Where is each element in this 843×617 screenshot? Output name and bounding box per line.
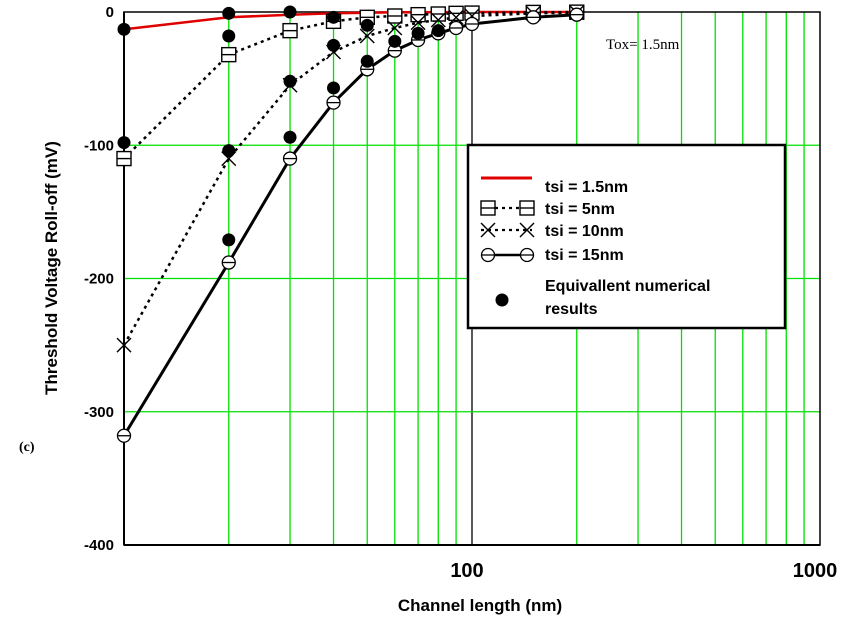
- numerical-point: [117, 22, 131, 36]
- x-tick-labels: 100 1000: [450, 560, 837, 582]
- y-tick-label: -400: [84, 537, 114, 554]
- marker-dot: [327, 38, 341, 52]
- panel-label: (c): [19, 440, 35, 455]
- numerical-point: [283, 74, 297, 88]
- numerical-points: [117, 5, 445, 247]
- series-2-marker: [221, 46, 237, 63]
- numerical-point: [117, 136, 131, 150]
- marker-dot: [283, 74, 297, 88]
- legend-label-numerical-line2: results: [545, 301, 598, 318]
- marker-dot: [431, 24, 445, 38]
- series-3-marker: [116, 337, 132, 353]
- series-4-marker: [464, 16, 480, 32]
- numerical-point: [222, 233, 236, 247]
- marker-x-stroke: [480, 222, 496, 238]
- marker-dot: [411, 26, 425, 40]
- series-2-marker: [430, 6, 446, 22]
- marker-dot: [222, 144, 236, 158]
- series-3-marker: [448, 9, 464, 25]
- series-2-marker: [282, 22, 298, 39]
- series-4-marker: [282, 151, 298, 166]
- numerical-point: [222, 29, 236, 43]
- y-tick-label: -100: [84, 137, 114, 154]
- legend-sample-marker: [495, 293, 509, 307]
- y-tick-label: -300: [84, 404, 114, 421]
- legend-sample-marker: [519, 222, 535, 238]
- marker-dot: [495, 293, 509, 307]
- legend: tsi = 1.5nm tsi = 5nm tsi = 10nm tsi = 1…: [466, 143, 787, 330]
- marker-x-stroke: [387, 20, 403, 36]
- marker-dot: [283, 5, 297, 19]
- numerical-point: [388, 34, 402, 48]
- legend-sample-marker: [480, 247, 496, 263]
- marker-x-stroke: [410, 15, 426, 31]
- series-line-2: [123, 10, 577, 160]
- legend-sample-marker: [480, 222, 496, 238]
- marker-dot: [222, 6, 236, 20]
- y-axis-label: Threshold Voltage Roll-off (mV): [42, 141, 61, 395]
- numerical-point: [360, 54, 374, 68]
- series-4-marker: [526, 10, 541, 25]
- marker-dot: [222, 233, 236, 247]
- marker-x-stroke: [519, 222, 535, 238]
- annotation-tox: Tox= 1.5nm: [606, 37, 680, 53]
- legend-sample-marker: [519, 247, 535, 263]
- numerical-point: [360, 18, 374, 32]
- series-2-marker: [410, 6, 426, 23]
- marker-dot: [117, 136, 131, 150]
- numerical-point: [222, 144, 236, 158]
- marker-x-stroke: [359, 28, 375, 44]
- curves: [122, 10, 577, 437]
- series-3-marker: [410, 15, 426, 31]
- numerical-point: [283, 130, 297, 144]
- series-3-marker: [387, 20, 403, 36]
- legend-box: [466, 143, 787, 330]
- marker-x-stroke: [430, 12, 446, 28]
- marker-dot: [360, 54, 374, 68]
- numerical-point: [431, 24, 445, 38]
- x-tick-label: 100: [450, 560, 483, 582]
- numerical-point: [411, 26, 425, 40]
- y-tick-label: 0: [106, 4, 114, 21]
- marker-x-stroke: [448, 9, 464, 25]
- series-3-marker: [430, 12, 446, 28]
- series-4-marker: [116, 428, 132, 443]
- legend-label-tsi-10: tsi = 10nm: [545, 223, 624, 240]
- y-tick-label: -200: [84, 271, 114, 288]
- series-3-marker: [359, 28, 375, 44]
- legend-sample-marker: [519, 200, 535, 216]
- marker-dot: [283, 130, 297, 144]
- legend-label-numerical-line1: Equivallent numerical: [545, 278, 710, 295]
- series-2-marker: [387, 8, 403, 24]
- marker-dot: [327, 81, 341, 95]
- marker-dot: [388, 34, 402, 48]
- series-4-marker: [221, 255, 236, 270]
- legend-sample-marker: [480, 200, 496, 216]
- legend-samples: [480, 176, 535, 307]
- x-axis-label: Channel length (nm): [398, 596, 562, 615]
- legend-label-tsi-5: tsi = 5nm: [545, 201, 615, 218]
- numerical-point: [327, 81, 341, 95]
- series-line-3: [122, 11, 577, 346]
- series-4-marker: [448, 20, 464, 36]
- legend-label-tsi-1-5: tsi = 1.5nm: [545, 179, 628, 196]
- numerical-point: [222, 6, 236, 20]
- series-4-marker: [569, 7, 584, 22]
- series-2-marker: [116, 150, 132, 167]
- numerical-point: [283, 5, 297, 19]
- marker-x-stroke: [116, 337, 132, 353]
- x-tick-label: 1000: [793, 560, 838, 582]
- marker-dot: [327, 10, 341, 24]
- y-tick-labels: 0 -100 -200 -300 -400: [84, 4, 114, 554]
- marker-dot: [360, 18, 374, 32]
- series-4-marker: [326, 95, 341, 110]
- marker-dot: [117, 22, 131, 36]
- marker-dot: [222, 29, 236, 43]
- numerical-point: [327, 38, 341, 52]
- legend-label-tsi-15: tsi = 15nm: [545, 247, 624, 264]
- numerical-point: [327, 10, 341, 24]
- series-line-4: [122, 13, 577, 437]
